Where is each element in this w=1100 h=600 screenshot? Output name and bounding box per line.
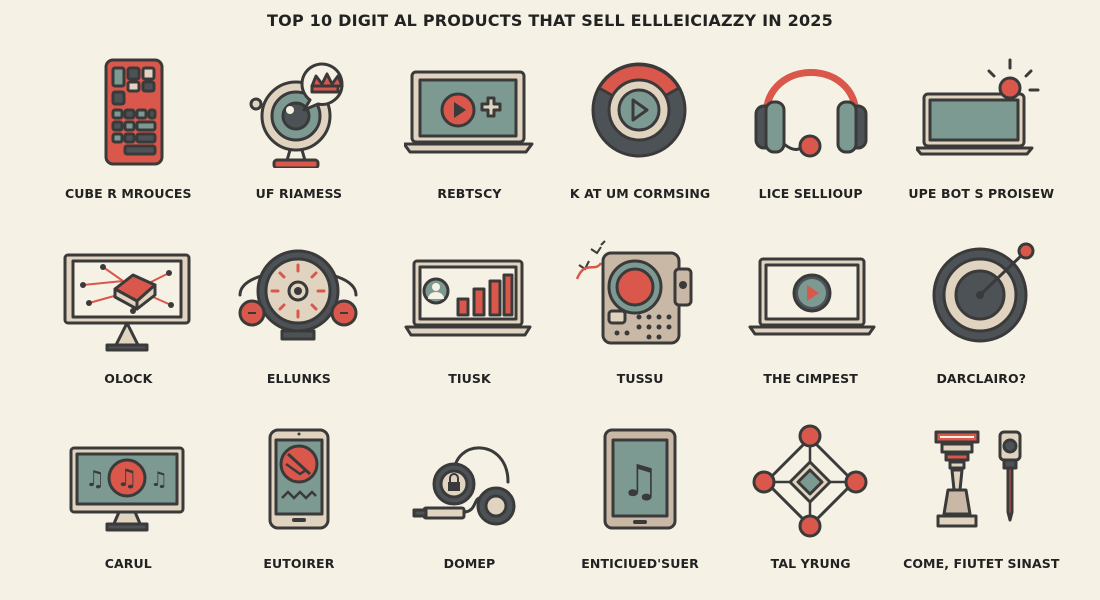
product-label: LICE SELLIOUP [758, 186, 863, 201]
product-card[interactable]: EUTOIRER [214, 414, 385, 599]
product-card[interactable]: UPE BOT S PROISEW [896, 44, 1067, 229]
product-card[interactable]: COME, FIUTET SINAST [896, 414, 1067, 599]
product-card[interactable]: DOMEP [384, 414, 555, 599]
laptop-notification-icon [916, 58, 1040, 156]
svg-text:♫: ♫ [117, 464, 139, 492]
product-label: DOMEP [443, 556, 496, 571]
camera-device-icon [575, 240, 693, 345]
product-card[interactable]: TUSSU [555, 229, 726, 414]
laptop-video-game-icon [404, 70, 534, 154]
product-card[interactable]: DARCLAIRO? [896, 229, 1067, 414]
product-label: ENTICIUED'SUER [581, 556, 699, 571]
vinyl-record-icon [932, 242, 1035, 343]
product-label: REBTSCY [437, 186, 502, 201]
product-card[interactable]: ♫ ENTICIUED'SUER [555, 414, 726, 599]
product-label: UF RIAMESS [255, 186, 343, 201]
page-title: TOP 10 DIGIT AL PRODUCTS THAT SELL ELLLE… [267, 11, 833, 30]
product-card[interactable]: UF RIAMESS [214, 44, 385, 229]
product-label: OLOCK [104, 371, 153, 386]
product-card[interactable]: CUBE R MROUCES [43, 44, 214, 229]
headphones-icon [754, 69, 868, 158]
wheel-icon [238, 249, 358, 341]
tablet-music-icon: ♫ [603, 428, 677, 530]
laptop-chart-icon [404, 259, 532, 337]
product-card[interactable]: OLOCK [43, 229, 214, 414]
product-card[interactable]: ♫ ♫ ♫ CARUL [43, 414, 214, 599]
product-label: CUBE R MROUCES [64, 186, 192, 201]
product-label: TUSSU [616, 371, 664, 386]
monitor-music-icon: ♫ ♫ ♫ [69, 446, 185, 532]
product-label: ELLUNKS [266, 371, 331, 386]
product-card[interactable]: ELLUNKS [214, 229, 385, 414]
monitor-network-icon [63, 253, 191, 352]
product-card[interactable]: REBTSCY [384, 44, 555, 229]
product-label: TAL YRUNG [770, 556, 851, 571]
product-card[interactable]: K AT UM CORMSING [555, 44, 726, 229]
product-grid: CUBE R MROUCES UF RIAMESS REBTSCY [43, 44, 1067, 600]
product-label: EUTOIRER [263, 556, 335, 571]
product-label: CARUL [104, 556, 152, 571]
microphone-stand-icon [934, 430, 1022, 528]
product-label: UPE BOT S PROISEW [908, 186, 1055, 201]
play-disc-icon [591, 62, 687, 158]
product-card[interactable]: THE CIMPEST [725, 229, 896, 414]
product-card[interactable]: TAL YRUNG [725, 414, 896, 599]
product-label: K AT UM CORMSING [569, 186, 711, 201]
phone-blocked-icon [268, 428, 330, 530]
product-card[interactable]: LICE SELLIOUP [725, 44, 896, 229]
svg-text:♫: ♫ [150, 467, 168, 491]
product-card[interactable]: TIUSK [384, 229, 555, 414]
remote-control-icon [104, 58, 164, 166]
webcam-crown-icon [249, 62, 344, 168]
svg-text:♫: ♫ [620, 456, 659, 507]
product-label: THE CIMPEST [763, 371, 858, 386]
svg-text:♫: ♫ [85, 467, 105, 492]
product-label: DARCLAIRO? [936, 371, 1027, 386]
product-label: COME, FIUTET SINAST [903, 556, 1060, 571]
product-label: TIUSK [448, 371, 491, 386]
network-diamond-icon [752, 424, 868, 538]
laptop-play-icon [748, 257, 876, 336]
headphones-lock-icon [412, 446, 516, 526]
